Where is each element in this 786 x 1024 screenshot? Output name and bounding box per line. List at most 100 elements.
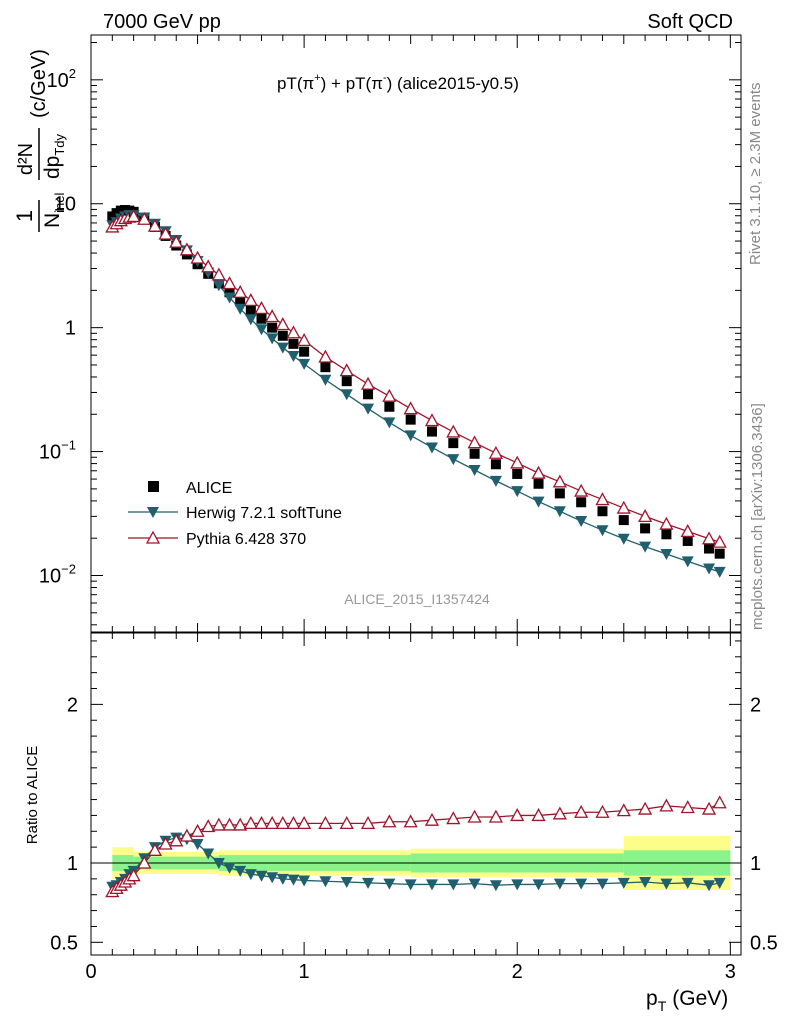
pythia-ratio-point bbox=[339, 815, 354, 829]
alice-point bbox=[533, 478, 544, 489]
mcplots-note: mcplots.cern.ch [arXiv:1306.3436] bbox=[749, 403, 766, 630]
chart-title-part: ) (alice2015-y0.5) bbox=[387, 74, 519, 93]
herwig-ratio-point bbox=[553, 878, 566, 890]
pythia-ratio-point bbox=[701, 801, 717, 815]
herwig-point bbox=[511, 486, 524, 498]
xlabel: pT (GeV) bbox=[646, 987, 728, 1014]
ratio-y-tick-label-right: 0.5 bbox=[750, 932, 778, 954]
y-tick-base: 10 bbox=[39, 566, 61, 588]
pythia-point bbox=[712, 534, 727, 548]
y-tick-label: 10−2 bbox=[39, 562, 76, 588]
pythia-point bbox=[158, 226, 173, 240]
pythia-ratio-point bbox=[201, 819, 216, 833]
herwig-point bbox=[553, 506, 566, 518]
herwig-ratio-point bbox=[617, 877, 630, 889]
y-tick-exp: −2 bbox=[61, 562, 76, 577]
legend: ALICE Herwig 7.2.1 softTune Pythia 6.428… bbox=[128, 480, 342, 548]
herwig-point bbox=[713, 566, 726, 578]
herwig-ratio-point bbox=[276, 873, 289, 885]
header-right: Soft QCD bbox=[647, 11, 733, 33]
analysis-watermark: ALICE_2015_I1357424 bbox=[344, 591, 490, 607]
pythia-point bbox=[403, 401, 418, 415]
chart-title-sup: + bbox=[314, 72, 320, 84]
herwig-point bbox=[276, 342, 289, 354]
ratio-marks bbox=[105, 795, 727, 898]
pythia-point bbox=[275, 317, 290, 331]
alice-point bbox=[661, 529, 672, 540]
herwig-point bbox=[596, 525, 609, 537]
alice-point bbox=[277, 330, 288, 341]
herwig-point bbox=[383, 417, 396, 429]
pythia-ratio-point bbox=[446, 811, 461, 825]
pythia-ratio-point bbox=[286, 815, 301, 829]
pythia-ratio-point bbox=[638, 801, 653, 815]
ylabel-units: (c/GeV) bbox=[28, 49, 50, 118]
pythia-ratio-point bbox=[360, 815, 376, 829]
ylabel-N: N bbox=[41, 213, 64, 228]
y-tick-exp: −1 bbox=[61, 438, 76, 453]
herwig-ratio-point bbox=[404, 879, 417, 891]
herwig-ratio-point bbox=[703, 880, 716, 892]
herwig-point bbox=[319, 374, 332, 386]
x-tick-label: 0 bbox=[85, 961, 96, 983]
herwig-ratio-point bbox=[447, 879, 460, 891]
chart-title-part: pT(π bbox=[277, 74, 314, 93]
pythia-point bbox=[552, 474, 567, 488]
pythia-ratio-point bbox=[137, 855, 152, 869]
herwig-ratio-point bbox=[681, 877, 694, 889]
x-tick-label: 3 bbox=[725, 961, 736, 983]
pythia-ratio-point bbox=[574, 804, 589, 818]
ratio-panel: 0.5 0.5 1 1 2 2 0 1 2 3 Ratio to ALICE pT (GeV) bbox=[24, 632, 778, 1014]
herwig-point bbox=[223, 292, 236, 304]
ratio-y-tick-label: 1 bbox=[67, 853, 78, 875]
herwig-ratio-point bbox=[639, 877, 652, 889]
pythia-ratio-point bbox=[158, 836, 173, 850]
alice-point bbox=[469, 448, 480, 459]
alice-point bbox=[341, 376, 352, 387]
pythia-ratio-point bbox=[222, 817, 237, 831]
alice-point bbox=[426, 426, 437, 437]
pythia-ratio-point bbox=[275, 815, 290, 829]
ratio-ylabel: Ratio to ALICE bbox=[24, 746, 41, 844]
pythia-ratio-point bbox=[424, 812, 440, 826]
herwig-ratio-point bbox=[362, 877, 375, 889]
pythia-ratio-point bbox=[712, 795, 727, 809]
herwig-point bbox=[244, 314, 257, 326]
herwig-point bbox=[425, 442, 438, 454]
chart-title-part: ) + pT(π bbox=[321, 74, 383, 93]
herwig-point bbox=[532, 496, 545, 508]
legend-label-pythia: Pythia 6.428 370 bbox=[186, 531, 306, 548]
pythia-point bbox=[201, 259, 216, 273]
ratio-axes: 0.5 0.5 1 1 2 2 0 1 2 3 bbox=[50, 633, 778, 983]
alice-point bbox=[576, 497, 587, 508]
pythia-point bbox=[616, 500, 631, 514]
header-left: 7000 GeV pp bbox=[103, 11, 221, 33]
herwig-point bbox=[234, 303, 247, 315]
alice-point bbox=[554, 488, 565, 499]
herwig-ratio-point bbox=[244, 869, 257, 881]
legend-label-alice: ALICE bbox=[186, 480, 232, 497]
pythia-point bbox=[680, 524, 695, 538]
pythia-point bbox=[360, 376, 376, 390]
alice-point bbox=[597, 506, 608, 517]
herwig-ratio-point bbox=[660, 878, 673, 890]
alice-point bbox=[256, 313, 267, 324]
ratio-y-tick-label-right: 2 bbox=[750, 694, 761, 716]
herwig-ratio-point bbox=[511, 879, 524, 891]
chart-title-sup: - bbox=[383, 72, 387, 84]
herwig-ratio-point bbox=[713, 877, 726, 889]
herwig-ratio-point bbox=[191, 838, 204, 850]
legend-marker-herwig bbox=[147, 507, 159, 518]
pythia-point bbox=[190, 250, 205, 264]
pythia-point bbox=[424, 413, 440, 427]
herwig-point bbox=[660, 549, 673, 561]
alice-point bbox=[320, 362, 331, 373]
alice-point bbox=[288, 338, 299, 349]
herwig-point bbox=[287, 351, 300, 363]
y-tick-label: 1 bbox=[65, 318, 76, 340]
main-ylabel: 1 Ninel d²N dpTdy (c/GeV) bbox=[12, 49, 67, 232]
pythia-point bbox=[659, 516, 674, 530]
pythia-ratio-point bbox=[265, 815, 280, 829]
pythia-point bbox=[318, 349, 333, 363]
